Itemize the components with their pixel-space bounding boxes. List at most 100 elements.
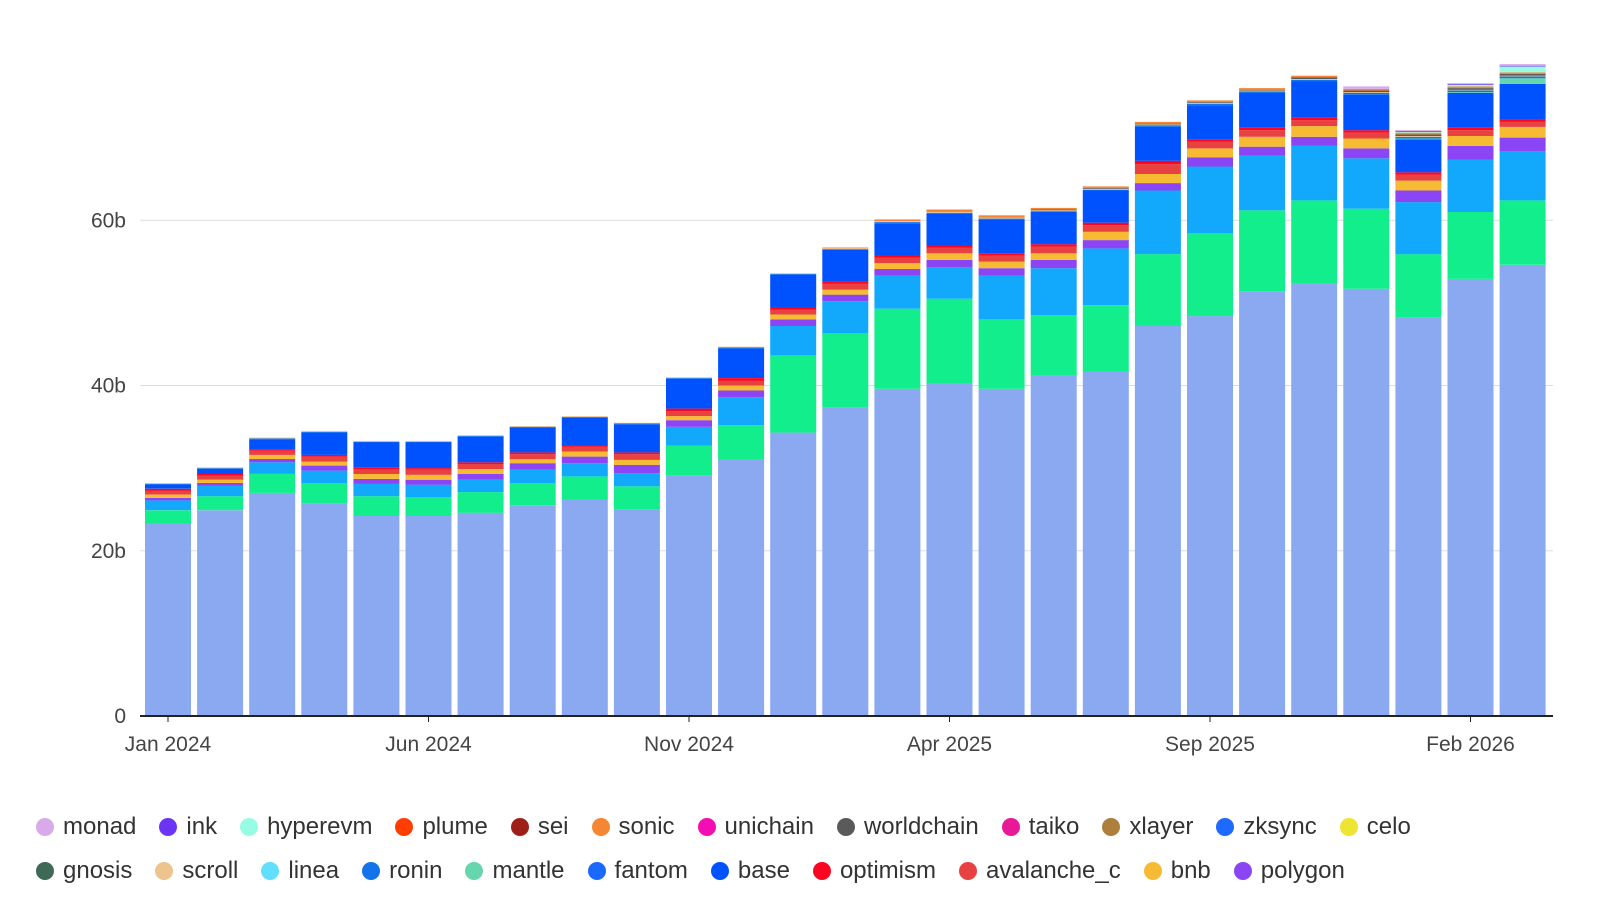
legend-item-gnosis[interactable]: gnosis xyxy=(36,857,132,885)
bar-segment-ronin xyxy=(874,221,921,223)
bar-segment-hyperevm xyxy=(1447,84,1494,87)
bar-segment-bnb xyxy=(353,473,400,479)
legend-item-unichain[interactable]: unichain xyxy=(697,813,814,841)
bar-segment-base xyxy=(926,213,973,245)
legend-item-celo[interactable]: celo xyxy=(1339,813,1411,841)
legend-item-polygon[interactable]: polygon xyxy=(1233,857,1345,885)
bar-segment-ethereum_main xyxy=(197,510,244,716)
bar-segment-polygon xyxy=(874,269,921,276)
legend-item-hyperevm[interactable]: hyperevm xyxy=(240,813,372,841)
bar-segment-linea xyxy=(718,397,765,426)
bar-segment-bnb xyxy=(1239,136,1286,147)
bar-segment-stable_green xyxy=(666,445,712,476)
bar-segment-scroll xyxy=(926,212,973,213)
bar-segment-stable_green xyxy=(770,355,817,433)
legend-item-ink[interactable]: ink xyxy=(159,813,217,841)
legend-item-scroll[interactable]: scroll xyxy=(155,857,238,885)
bar-segment-avalanche_c xyxy=(405,469,452,475)
bar-segment-polygon xyxy=(1082,240,1129,249)
bar-segment-stable_green xyxy=(874,308,921,389)
bar-segment-ronin xyxy=(978,218,1025,220)
bar-segment-avalanche_c xyxy=(874,257,921,264)
legend-item-fantom[interactable]: fantom xyxy=(587,857,688,885)
legend-item-avalanche_c[interactable]: avalanche_c xyxy=(958,857,1121,885)
y-tick-label: 40b xyxy=(91,375,126,398)
legend-item-bnb[interactable]: bnb xyxy=(1143,857,1211,885)
bar-segment-base xyxy=(1395,139,1442,173)
legend-item-linea[interactable]: linea xyxy=(261,857,339,885)
bar-segment-worldchain xyxy=(1395,134,1442,136)
bar-segment-stable_green xyxy=(718,425,765,460)
bar-segment-ethereum_main xyxy=(1134,326,1181,716)
bar-segment-bnb xyxy=(822,289,869,295)
bar-segment-base xyxy=(1187,105,1233,140)
bar-segment-ronin xyxy=(926,212,973,214)
legend-label: xlayer xyxy=(1129,813,1194,840)
bar-segment-ethereum_main xyxy=(978,388,1025,716)
bar-segment-stable_green xyxy=(301,483,348,504)
bar-segment-avalanche_c xyxy=(457,464,504,469)
bar-segment-bnb xyxy=(978,261,1025,269)
bar-segment-stable_green xyxy=(1343,208,1390,289)
bar-segment-stable_green xyxy=(509,483,556,506)
bar-segment-scroll xyxy=(1030,210,1077,212)
legend-item-mantle[interactable]: mantle xyxy=(465,857,565,885)
bar-segment-ethereum_main xyxy=(1343,288,1390,716)
bar-segment-worldchain xyxy=(1030,209,1077,211)
legend-item-optimism[interactable]: optimism xyxy=(812,857,936,885)
bar-segment-optimism xyxy=(353,467,400,469)
legend-item-plume[interactable]: plume xyxy=(395,813,488,841)
legend-item-ronin[interactable]: ronin xyxy=(362,857,442,885)
bar-segment-worldchain xyxy=(1499,74,1546,76)
legend-swatch-icon xyxy=(240,818,259,836)
bar-segment-avalanche_c xyxy=(1447,130,1494,136)
bar-segment-ethereum_main xyxy=(1291,283,1338,716)
bar-segment-avalanche_c xyxy=(926,247,973,254)
x-tick-label: Jun 2024 xyxy=(385,733,472,756)
bar-segment-scroll xyxy=(405,440,452,442)
bar-segment-linea xyxy=(561,463,608,477)
bar-segment-ethereum_main xyxy=(353,516,400,716)
legend-item-worldchain[interactable]: worldchain xyxy=(836,813,979,841)
bar-segment-polygon xyxy=(197,483,244,486)
legend-item-sonic[interactable]: sonic xyxy=(591,813,675,841)
bar-segment-bnb xyxy=(1134,174,1181,184)
legend-label: polygon xyxy=(1260,857,1345,884)
legend-item-sei[interactable]: sei xyxy=(510,813,569,841)
bar-segment-bnb xyxy=(1187,148,1233,158)
legend-label: zksync xyxy=(1243,813,1317,840)
legend-label: monad xyxy=(63,813,137,840)
legend-item-xlayer[interactable]: xlayer xyxy=(1102,813,1193,841)
bar-segment-linea xyxy=(666,426,712,446)
legend-swatch-icon xyxy=(36,818,54,836)
bar-segment-scroll xyxy=(666,377,712,378)
bar-segment-optimism xyxy=(718,378,765,381)
bar-segment-base xyxy=(1134,126,1181,161)
bar-segment-optimism xyxy=(1187,139,1233,142)
bar-segment-hyperevm xyxy=(1395,131,1442,133)
bar-segment-bnb xyxy=(301,461,348,466)
legend-item-base[interactable]: base xyxy=(710,857,790,885)
bar-segment-ethereum_main xyxy=(1395,317,1442,716)
bar-segment-avalanche_c xyxy=(1291,120,1338,127)
bar-segment-ronin xyxy=(1447,90,1494,93)
bar-segment-stable_green xyxy=(353,496,400,516)
legend-swatch-icon xyxy=(36,862,54,880)
bar-segment-ronin xyxy=(1082,189,1129,191)
legend-label: base xyxy=(737,857,790,884)
y-tick-label: 20b xyxy=(91,540,126,563)
bar-segment-bnb xyxy=(1447,136,1494,146)
legend-item-taiko[interactable]: taiko xyxy=(1001,813,1079,841)
bar-segment-ink xyxy=(1447,83,1494,85)
bar-segment-sonic xyxy=(1030,207,1077,210)
bar-segment-ethereum_main xyxy=(457,512,504,716)
bar-segment-linea xyxy=(145,500,191,511)
bar-segment-bnb xyxy=(249,454,296,459)
bar-segment-base xyxy=(457,436,504,463)
bar-segment-polygon xyxy=(822,294,869,302)
bar-segment-scroll xyxy=(1239,90,1286,92)
legend-item-zksync[interactable]: zksync xyxy=(1216,813,1317,841)
legend-item-monad[interactable]: monad xyxy=(36,813,136,841)
legend-row: gnosis scroll linea ronin mantle fantom base op… xyxy=(36,849,1576,893)
bar-segment-avalanche_c xyxy=(509,454,556,460)
